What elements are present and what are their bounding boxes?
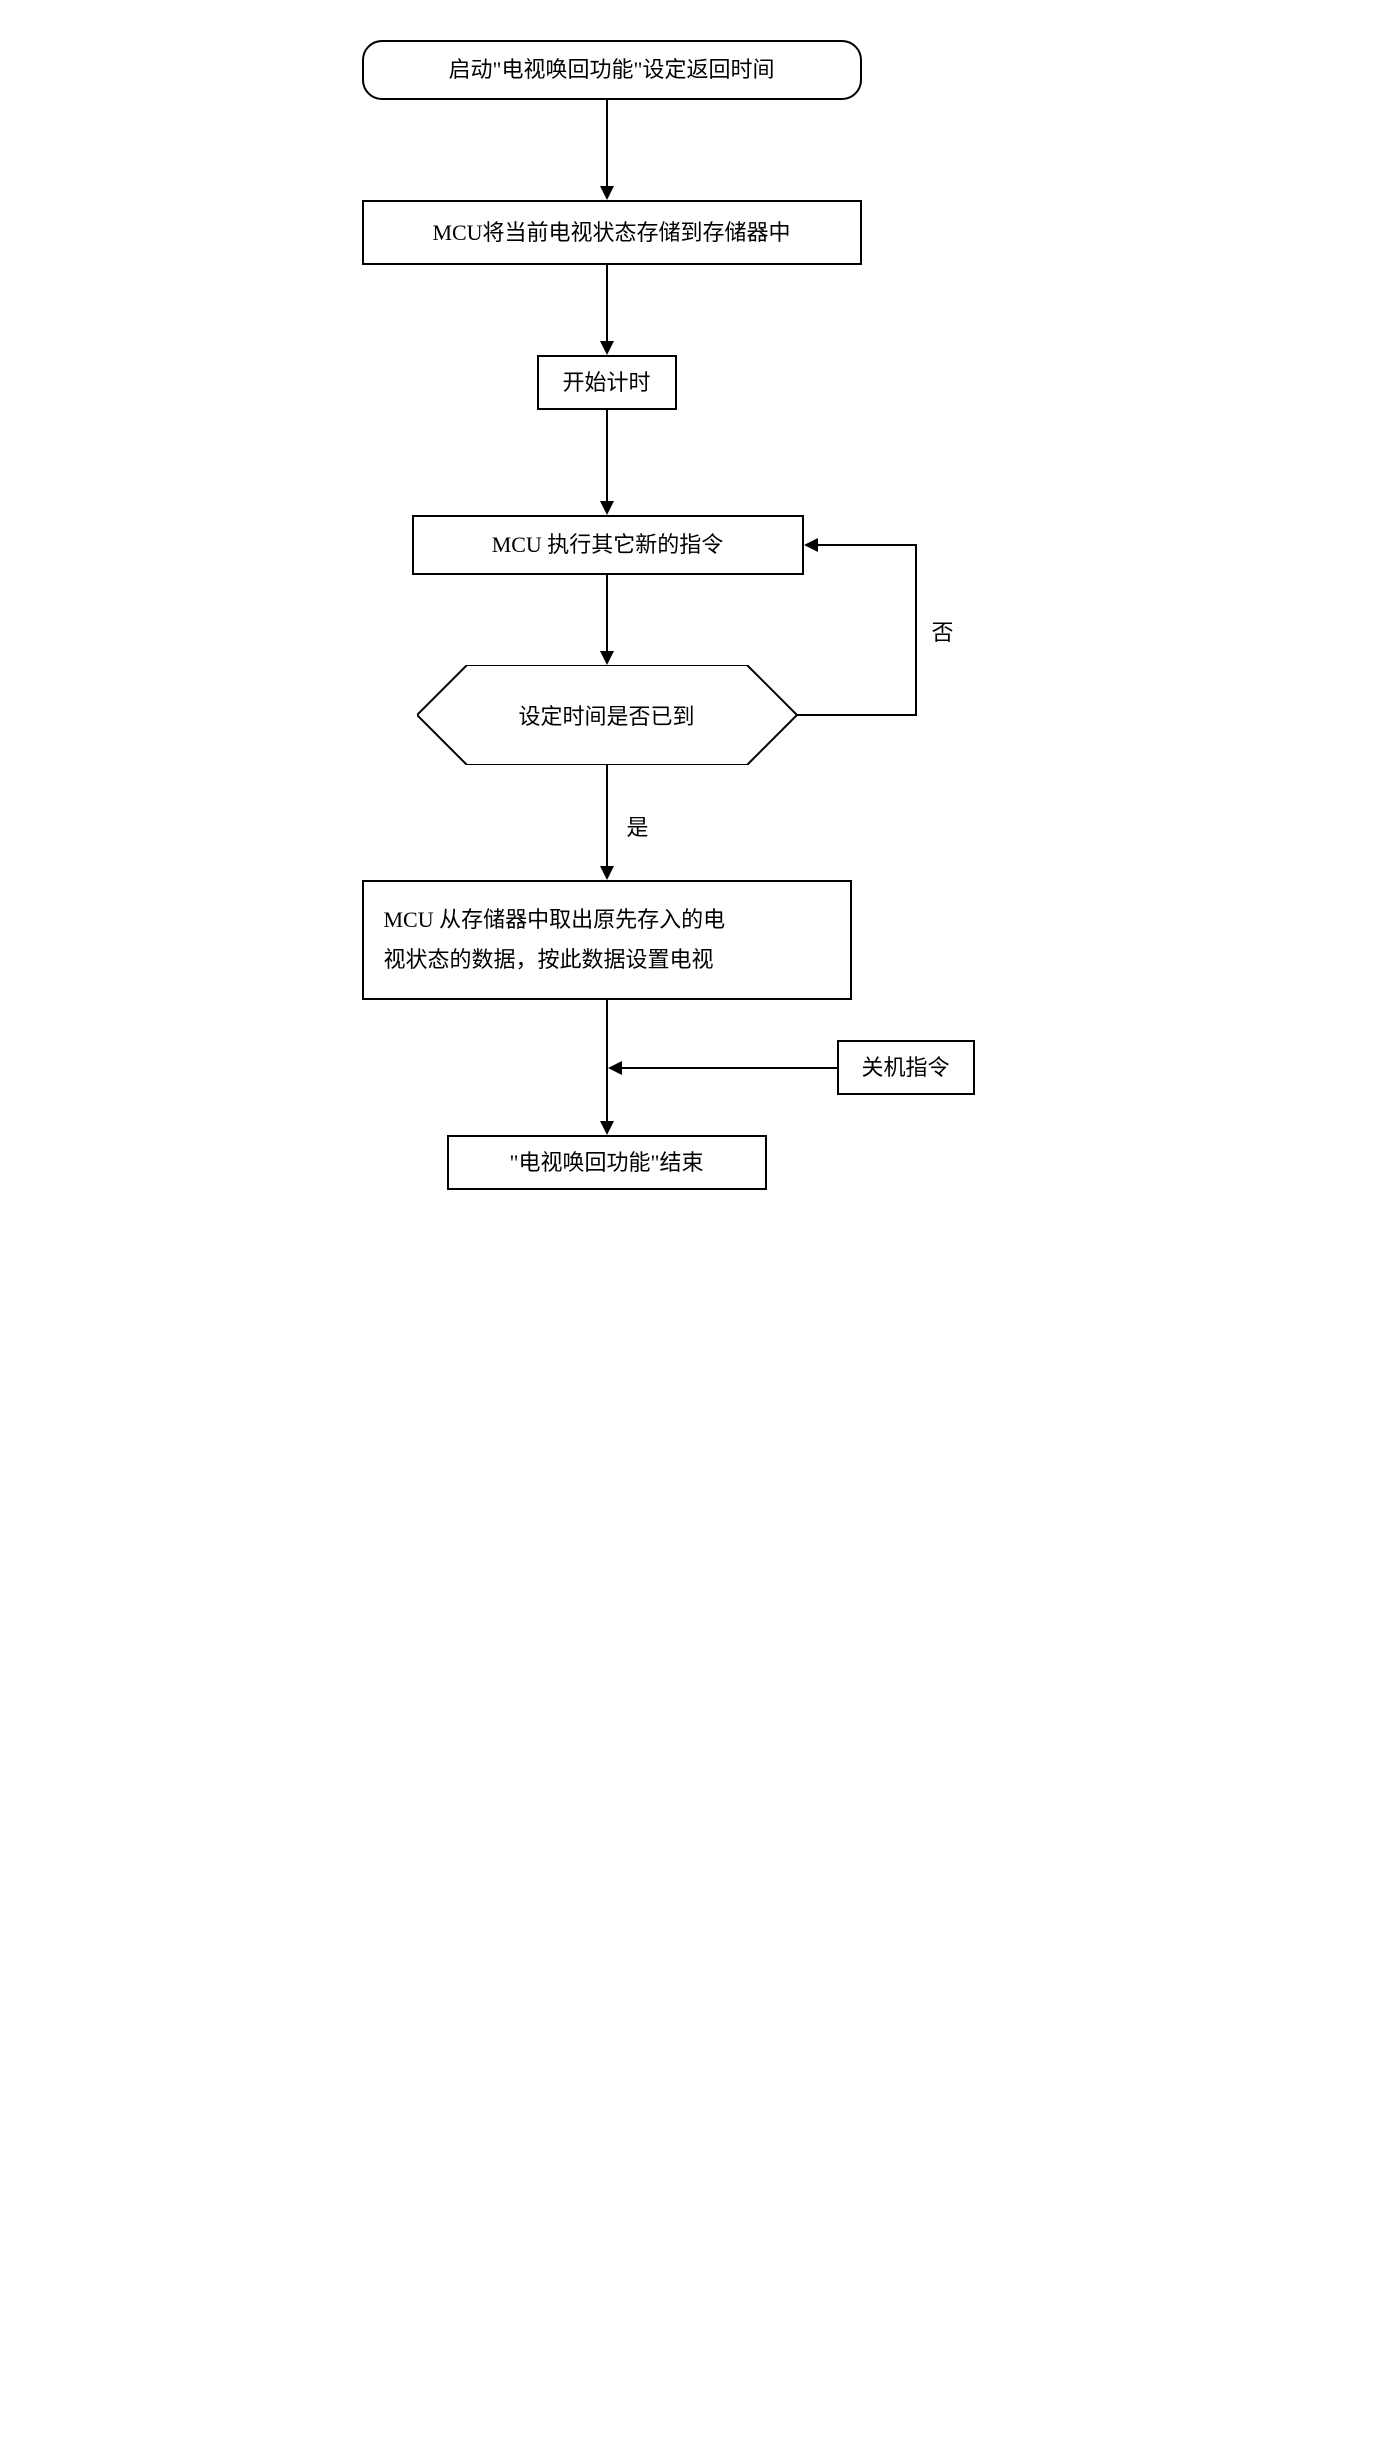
edge-execute-decision <box>606 575 608 651</box>
edge-start-store-head <box>600 186 614 200</box>
node-end-text: "电视唤回功能"结束 <box>510 1143 704 1183</box>
node-shutdown: 关机指令 <box>837 1040 975 1095</box>
edge-start-store <box>606 100 608 186</box>
edge-store-timer-head <box>600 341 614 355</box>
edge-decision-restore-head <box>600 866 614 880</box>
node-end: "电视唤回功能"结束 <box>447 1135 767 1190</box>
edge-loop-head <box>804 538 818 552</box>
label-no: 否 <box>932 615 954 647</box>
node-start-text: 启动"电视唤回功能"设定返回时间 <box>449 50 775 90</box>
node-store: MCU将当前电视状态存储到存储器中 <box>362 200 862 265</box>
edge-decision-restore <box>606 765 608 866</box>
node-decision: 设定时间是否已到 <box>417 665 797 765</box>
node-timer-text: 开始计时 <box>562 363 650 403</box>
edge-shutdown-merge-head <box>608 1061 622 1075</box>
edge-execute-decision-head <box>600 651 614 665</box>
node-restore: MCU 从存储器中取出原先存入的电 视状态的数据，按此数据设置电视 <box>362 880 852 1000</box>
edge-restore-end-head <box>600 1121 614 1135</box>
edge-loop-h2 <box>818 544 917 546</box>
edge-loop-v <box>915 544 917 716</box>
node-store-text: MCU将当前电视状态存储到存储器中 <box>432 213 790 253</box>
node-restore-text: MCU 从存储器中取出原先存入的电 视状态的数据，按此数据设置电视 <box>384 900 726 979</box>
node-execute: MCU 执行其它新的指令 <box>412 515 804 575</box>
edge-store-timer <box>606 265 608 341</box>
edge-loop-h1 <box>797 714 917 716</box>
node-decision-text: 设定时间是否已到 <box>518 699 694 731</box>
node-execute-text: MCU 执行其它新的指令 <box>492 525 724 565</box>
edge-timer-execute <box>606 410 608 501</box>
node-timer: 开始计时 <box>537 355 677 410</box>
label-yes: 是 <box>627 810 649 842</box>
edge-shutdown-merge <box>622 1067 837 1069</box>
node-shutdown-text: 关机指令 <box>861 1048 949 1088</box>
edge-timer-execute-head <box>600 501 614 515</box>
node-start: 启动"电视唤回功能"设定返回时间 <box>362 40 862 100</box>
